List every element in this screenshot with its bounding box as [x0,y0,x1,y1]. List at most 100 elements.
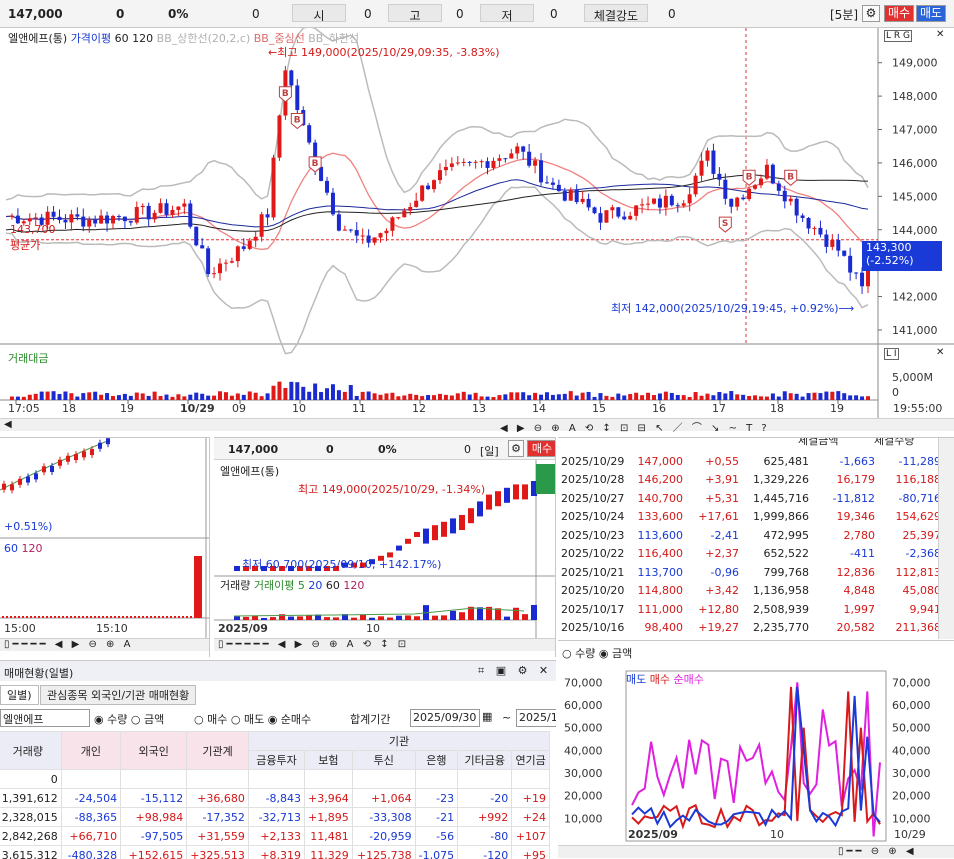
volume-bar [93,391,98,400]
mini-left-vol [90,616,92,618]
volume-bar [414,394,419,400]
stock-input[interactable]: 엘앤에프 [0,709,90,727]
candle-body [235,246,240,262]
daily-candle [486,494,492,510]
volume-bar [39,391,44,400]
daily-interval[interactable]: [일] [480,445,499,458]
scroll-left-icon[interactable]: ◀ [4,419,12,430]
table-row[interactable]: 2025/10/28 146,200 +3,91 1,329,226 16,179 116… [558,471,944,490]
current-price-tag-rate: (-2.52%) [866,254,914,267]
calendar-icon[interactable]: ▦ [482,710,493,723]
volume-bar [812,392,817,400]
candle-body [99,215,104,224]
daily-vol-bar [306,615,312,620]
table-row[interactable]: 2,842,268 +66,710 -97,505 +31,559 +2,133 11,4… [0,826,550,846]
volume-bar [313,383,318,400]
mini-left-vol [110,616,112,618]
daily-toolbar[interactable]: ▯━━━━━ ◀ ▶ ⊖ ⊕ A ⟲ ↕ ⊡ [214,638,555,651]
volume-bar [437,393,442,400]
date-to-input[interactable]: 2025/1 [516,709,556,727]
daily-x1: 2025/09 [218,622,268,635]
tab-watchlist-flow[interactable]: 관심종목 외국인/기관 매매현황 [40,685,197,705]
volume-bar [396,396,401,400]
table-row[interactable]: 2025/10/16 98,400 +19,27 2,235,770 20,582 211… [558,619,944,638]
candle-body [646,203,651,205]
table-row[interactable]: 3,615,312 -480,328 +152,615 +325,513 +8,319 1… [0,845,550,859]
mini-chart-left-svg[interactable] [0,438,210,657]
candle-body [247,240,252,249]
volume-bar [794,393,799,400]
candle-body [479,161,484,163]
candle-body [307,125,312,143]
table-row[interactable]: 2025/10/21 113,700 -0,96 799,768 12,836 112,8… [558,563,944,582]
volume-bar [15,396,20,400]
daily-vol-ma120: 120 [343,579,365,592]
mini-left-candle [66,455,70,462]
candle-body [21,221,26,224]
tab-daily[interactable]: 일별) [0,685,39,705]
table-row[interactable]: 2025/10/22 116,400 +2,37 652,522 -411 -2,368 [558,545,944,564]
table-row[interactable]: 2025/10/23 113,600 -2,41 472,995 2,780 25,397 [558,526,944,545]
date-from-input[interactable]: 2025/09/30 [410,709,480,727]
unit-radio[interactable]: ◉ 수량 ○ 금액 [94,713,165,726]
mini-left-vol [66,616,68,618]
candle-body [15,215,20,224]
mini-left-toolbar[interactable]: ▯━━━━ ◀ ▶ ⊖ ⊕ A [0,638,209,651]
volume-bar [128,395,133,400]
close-volume-icon[interactable]: ✕ [936,347,945,358]
flow-title-bar: 매매현황(일별) ⌗ ▣ ⚙ ✕ [0,661,556,681]
candle-body [592,207,597,214]
table-row[interactable]: 2025/10/17 111,000 +12,80 2,508,939 1,997 9,9… [558,600,944,619]
table-row[interactable]: 2025/10/27 140,700 +5,31 1,445,716 -11,812 -8… [558,489,944,508]
mini-left-vol [126,616,128,618]
daily-chart-name: 엘앤에프(통) [220,465,280,478]
buy-button[interactable]: 매수 [884,5,914,22]
cell-amount: 652,522 [763,547,810,561]
flow-window-icons[interactable]: ⌗ ▣ ⚙ ✕ [478,664,553,677]
cell-amount: 1,136,958 [753,584,809,598]
toolbar-icons[interactable]: ◀ ▶ ⊖ ⊕ A ⟲ ↕ ⊡ ⊟ ↖ ／ ⌒ ↘ ∼ T ? [500,423,770,433]
flow-chart-svg[interactable]: 70,000 70,000 60,000 60,000 50,000 50,000 40,0… [558,663,954,859]
table-row[interactable]: 2025/10/29 147,000 +0,55 625,481 -1,663 -11,2… [558,452,944,471]
daily-candle [261,566,267,571]
chart-toolbar[interactable]: ◀ ◀ ▶ ⊖ ⊕ A ⟲ ↕ ⊡ ⊟ ↖ ／ ⌒ ↘ ∼ T ? [0,418,954,433]
x-tick-label: 16 [652,402,666,415]
flow-chart-radio[interactable]: ○ 수량 ◉ 금액 [562,647,633,660]
price-change: 0 [116,7,125,21]
daily-gear-icon[interactable]: ⚙ [508,440,524,457]
volume-bar [146,395,151,400]
sell-button[interactable]: 매도 [916,5,946,22]
daily-chart-svg[interactable] [214,460,556,657]
volume-bar [283,387,288,400]
interval-selector[interactable]: [5분] [830,8,859,22]
flow-chart-toolbar[interactable]: ▯━━ ⊖ ⊕ ◀ [558,845,954,858]
volume-bar [449,395,454,400]
main-chart-svg[interactable]: 149,000 148,000 147,000 146,000 145,000 144,0… [0,28,954,433]
mini-left-candle [34,473,38,480]
daily-table-scrollbar[interactable] [938,438,954,639]
close-icon[interactable]: ✕ [936,29,945,40]
table-row[interactable]: 2,328,015 -88,365 +98,984 -17,352 -32,713 +1,… [0,807,550,827]
mini-left-vol [146,616,148,618]
table-row[interactable]: 0 [0,769,550,789]
li-toggle[interactable]: L I [884,348,899,360]
table-row[interactable]: 1,391,612 -24,504 -15,112 +36,680 -8,843 +3,9… [0,788,550,808]
candle-body [378,233,383,238]
table-row[interactable]: 2025/10/20 114,800 +3,42 1,136,958 4,848 45,0… [558,582,944,601]
daily-vol-bar [504,616,510,620]
table-row[interactable]: 2025/10/24 133,600 +17,61 1,999,866 19,346 15… [558,508,944,527]
daily-candle [477,501,483,517]
volume-bar [420,396,425,400]
daily-candle [369,559,375,565]
volume-bar [735,394,740,400]
cell-price: 116,400 [637,547,684,561]
candle-body [830,239,835,247]
gear-icon[interactable]: ⚙ [862,5,880,22]
volume-bar [758,396,763,400]
candle-body [69,214,74,223]
volume-bar [307,391,312,400]
daily-buy-button[interactable]: 매수 [527,440,555,457]
lrg-toggle[interactable]: L R G [884,30,912,42]
trade-type-radio[interactable]: ○ 매수 ○ 매도 ◉ 순매수 [194,713,312,726]
volume-bar [122,393,127,400]
